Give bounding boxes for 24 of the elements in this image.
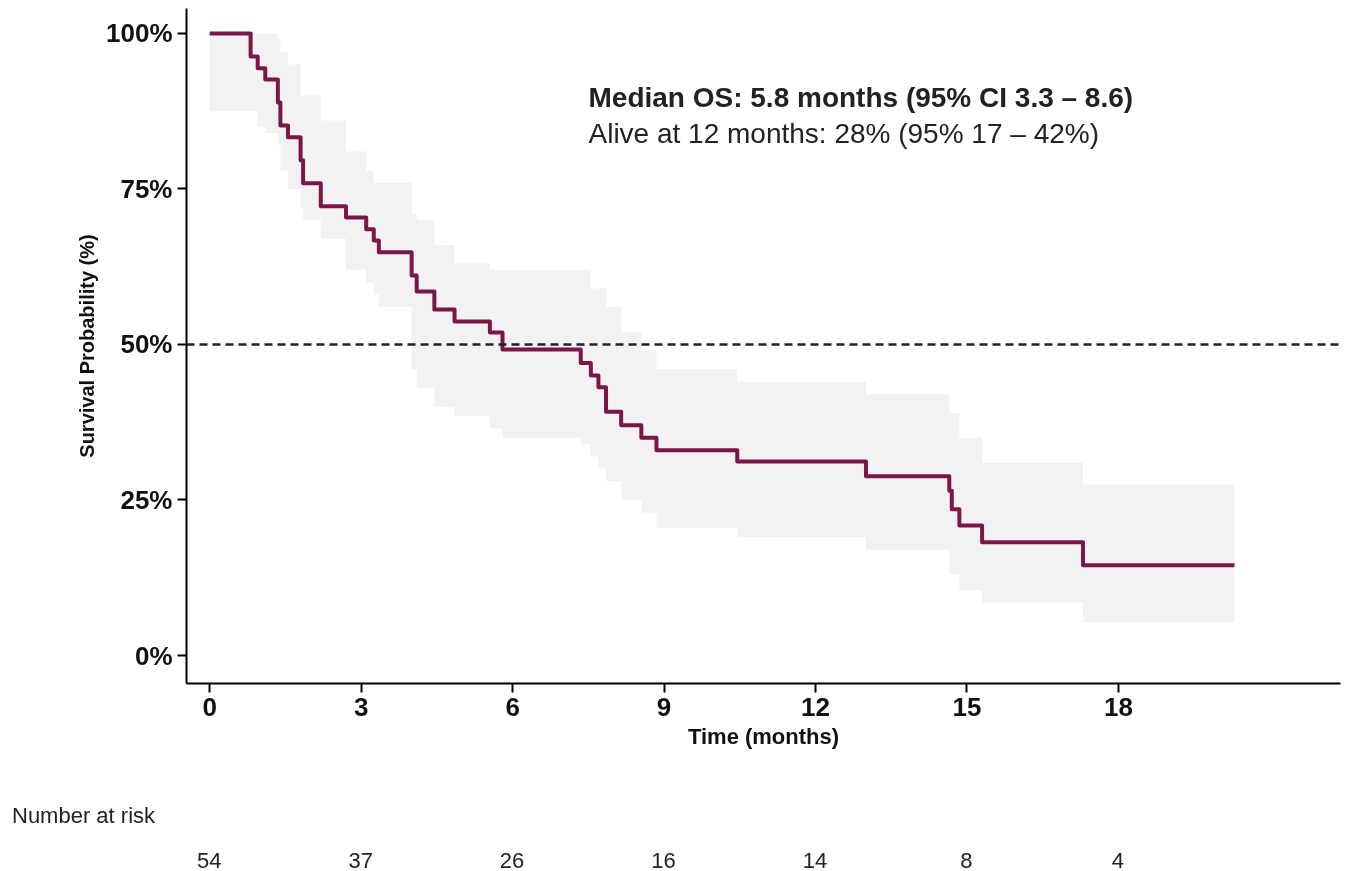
- text: Number at risk: [12, 802, 156, 830]
- y-tick-label: 25%: [120, 484, 173, 515]
- text: 26: [499, 847, 525, 871]
- text: 37: [348, 847, 373, 871]
- y-tick-label: 75%: [120, 173, 173, 204]
- x-tick-label: 15: [952, 691, 982, 722]
- y-axis-title: Survival Probability (%): [76, 234, 98, 458]
- x-axis-title: Time (months): [687, 723, 840, 749]
- annotation: Median OS: 5.8 months (95% CI 3.3 – 8.6): [588, 82, 1134, 113]
- text: 54: [196, 847, 222, 871]
- annotation: Alive at 12 months: 28% (95% 17 – 42%): [588, 118, 1100, 149]
- x-tick-label: 0: [202, 691, 217, 722]
- x-tick-label: 9: [656, 691, 672, 722]
- y-tick-label: 50%: [120, 329, 173, 360]
- text: 4: [1111, 847, 1125, 871]
- text: 8: [960, 847, 973, 871]
- x-tick-label: 3: [353, 691, 369, 722]
- text: 14: [802, 847, 828, 871]
- x-tick-label: 18: [1103, 691, 1133, 722]
- text: 16: [651, 847, 676, 871]
- y-tick-label: 100%: [106, 18, 173, 49]
- y-tick-label: 0%: [134, 640, 173, 671]
- x-tick-label: 12: [801, 691, 830, 722]
- x-tick-label: 6: [505, 691, 520, 722]
